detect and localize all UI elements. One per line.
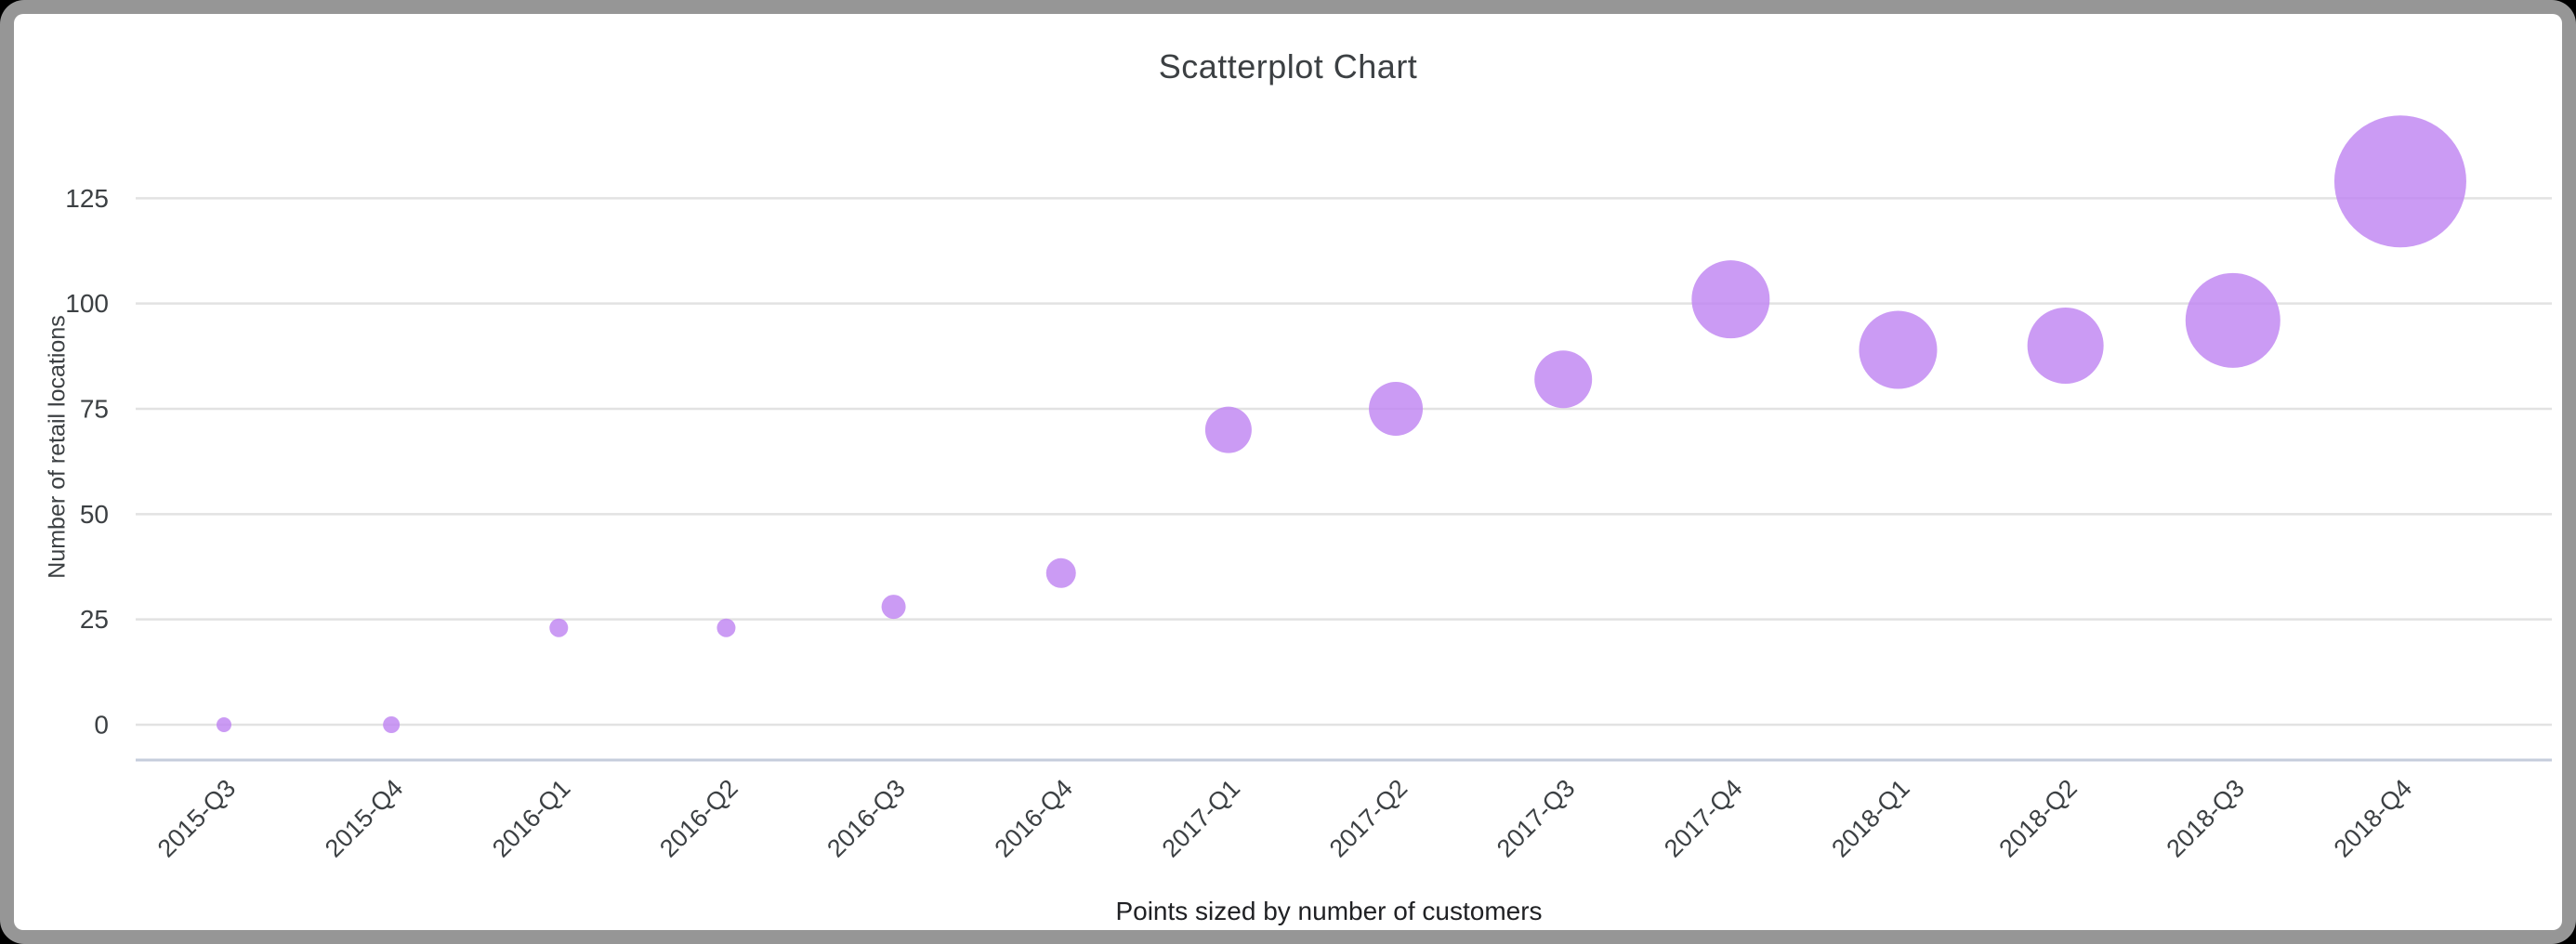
x-tick-label: 2018-Q3 (2162, 774, 2251, 863)
data-point-2017-Q4[interactable] (1691, 260, 1770, 339)
y-tick-label: 75 (80, 395, 109, 424)
x-tick-label: 2018-Q4 (2329, 774, 2418, 863)
x-tick-label: 2016-Q3 (821, 774, 911, 863)
x-tick-label: 2017-Q3 (1492, 774, 1581, 863)
x-tick-label: 2016-Q1 (487, 774, 576, 863)
data-point-2017-Q1[interactable] (1204, 406, 1252, 453)
y-tick-label: 125 (65, 184, 109, 213)
y-tick-label: 50 (80, 500, 109, 529)
data-point-2018-Q3[interactable] (2185, 272, 2280, 368)
x-tick-label: 2018-Q2 (1993, 774, 2083, 863)
data-point-2015-Q3[interactable] (217, 717, 231, 732)
x-axis-caption: Points sized by number of customers (1115, 897, 1543, 925)
data-point-2015-Q4[interactable] (383, 716, 401, 733)
data-point-2016-Q2[interactable] (716, 618, 736, 637)
data-point-2018-Q1[interactable] (1859, 310, 1938, 389)
x-tick-label: 2018-Q1 (1826, 774, 1915, 863)
x-tick-label: 2017-Q2 (1324, 774, 1413, 863)
data-point-2018-Q4[interactable] (2333, 115, 2466, 248)
x-tick-label: 2015-Q4 (320, 774, 409, 863)
x-tick-label: 2016-Q2 (654, 774, 743, 863)
data-point-2016-Q3[interactable] (881, 595, 906, 620)
x-tick-label: 2017-Q4 (1659, 774, 1748, 863)
data-point-2017-Q2[interactable] (1369, 382, 1424, 437)
x-tick-label: 2016-Q4 (989, 774, 1078, 863)
data-point-2016-Q1[interactable] (549, 618, 569, 637)
x-tick-label: 2017-Q1 (1157, 774, 1246, 863)
chart-card: Scatterplot Chart Number of retail locat… (14, 14, 2562, 930)
x-tick-label: 2015-Q3 (152, 774, 242, 863)
data-point-2017-Q3[interactable] (1534, 350, 1593, 409)
data-point-2016-Q4[interactable] (1045, 557, 1076, 588)
chart-title: Scatterplot Chart (1158, 47, 1418, 85)
y-tick-label: 100 (65, 289, 109, 318)
y-tick-label: 0 (94, 711, 109, 740)
data-point-2018-Q2[interactable] (2027, 308, 2104, 385)
y-tick-label: 25 (80, 605, 109, 634)
